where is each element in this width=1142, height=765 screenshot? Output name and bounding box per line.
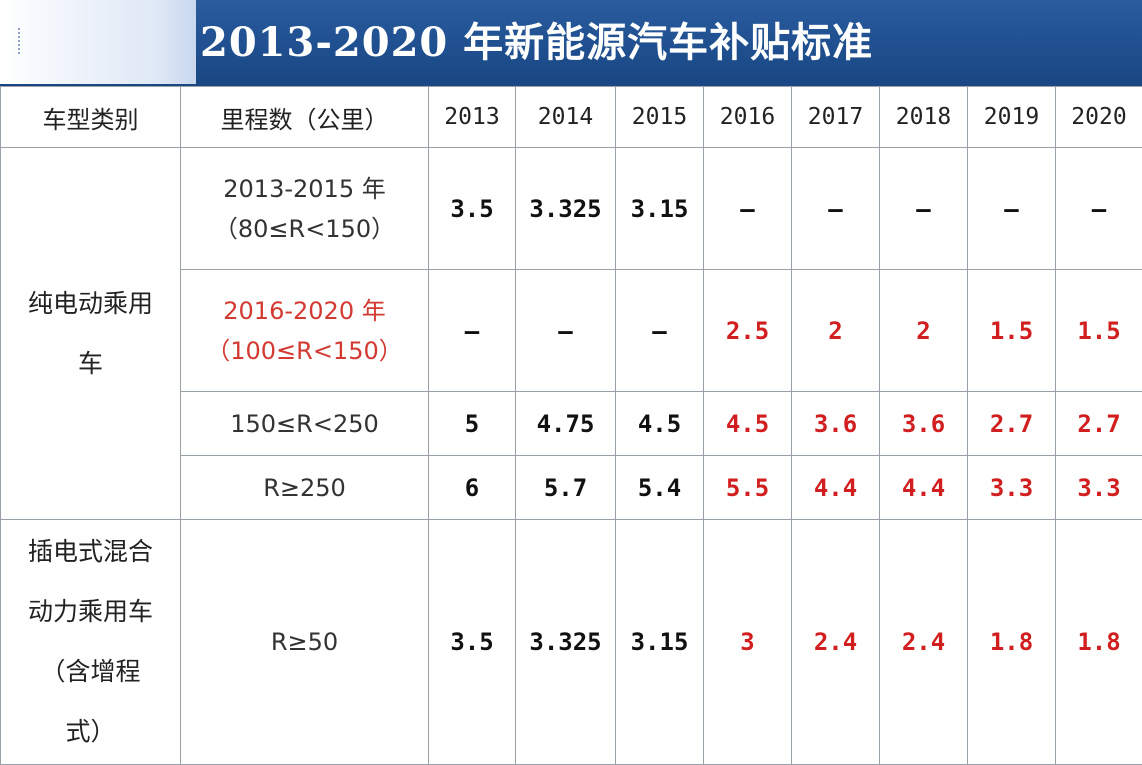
vehicle-type-label: 式） bbox=[7, 702, 174, 762]
subsidy-value: 3.15 bbox=[616, 520, 704, 765]
subsidy-value: 4.75 bbox=[516, 392, 616, 456]
subsidy-value: 1.8 bbox=[968, 520, 1056, 765]
subsidy-value: 3.325 bbox=[516, 520, 616, 765]
subsidy-value: 3.325 bbox=[516, 148, 616, 270]
subsidy-value: 5 bbox=[429, 392, 516, 456]
header-vehicle-type: 车型类别 bbox=[1, 87, 181, 148]
subsidy-value: 5.4 bbox=[616, 456, 704, 520]
header-year: 2016 bbox=[704, 87, 792, 148]
table-row: 纯电动乘用 车 2013-2015 年 （80≤R<150） 3.5 3.325… bbox=[1, 148, 1142, 270]
subsidy-value: 2 bbox=[792, 270, 880, 392]
subsidy-value: 2.7 bbox=[968, 392, 1056, 456]
subsidy-value: 3 bbox=[704, 520, 792, 765]
banner-left-gradient bbox=[0, 0, 196, 84]
banner-dotted-mark bbox=[18, 28, 24, 54]
subsidy-value: 2.4 bbox=[880, 520, 968, 765]
range-label: （80≤R<150） bbox=[181, 209, 428, 249]
range-label: （100≤R<150） bbox=[181, 331, 428, 371]
vehicle-type-label: 车 bbox=[7, 334, 174, 394]
subsidy-value: 3.5 bbox=[429, 520, 516, 765]
subsidy-value: — bbox=[516, 270, 616, 392]
subsidy-value: 3.6 bbox=[880, 392, 968, 456]
header-year: 2013 bbox=[429, 87, 516, 148]
vehicle-type-phev: 插电式混合 动力乘用车 （含增程 式） bbox=[1, 520, 181, 765]
range-label: 2013-2015 年 bbox=[181, 169, 428, 209]
page-title: 2013-2020 年新能源汽车补贴标准 bbox=[200, 10, 873, 76]
subsidy-value: 1.5 bbox=[1056, 270, 1142, 392]
range-cell: 2013-2015 年 （80≤R<150） bbox=[181, 148, 429, 270]
subsidy-value: 2 bbox=[880, 270, 968, 392]
header-year: 2015 bbox=[616, 87, 704, 148]
subsidy-value: — bbox=[704, 148, 792, 270]
vehicle-type-label: 动力乘用车 bbox=[7, 582, 174, 642]
header-year: 2019 bbox=[968, 87, 1056, 148]
subsidy-value: 3.3 bbox=[1056, 456, 1142, 520]
vehicle-type-label: 插电式混合 bbox=[7, 522, 174, 582]
table-row: 插电式混合 动力乘用车 （含增程 式） R≥50 3.5 3.325 3.15 … bbox=[1, 520, 1142, 765]
subsidy-value: — bbox=[616, 270, 704, 392]
subsidy-value: 3.5 bbox=[429, 148, 516, 270]
subsidy-value: 2.5 bbox=[704, 270, 792, 392]
header-range: 里程数（公里） bbox=[181, 87, 429, 148]
subsidy-value: — bbox=[792, 148, 880, 270]
subsidy-value: 2.7 bbox=[1056, 392, 1142, 456]
vehicle-type-label: 纯电动乘用 bbox=[7, 274, 174, 334]
header-row: 车型类别 里程数（公里） 2013 2014 2015 2016 2017 20… bbox=[1, 87, 1142, 148]
subsidy-value: 5.5 bbox=[704, 456, 792, 520]
subsidy-value: 1.5 bbox=[968, 270, 1056, 392]
subsidy-value: 3.15 bbox=[616, 148, 704, 270]
vehicle-type-bev: 纯电动乘用 车 bbox=[1, 148, 181, 520]
subsidy-value: 5.7 bbox=[516, 456, 616, 520]
range-cell: 150≤R<250 bbox=[181, 392, 429, 456]
range-label: 2016-2020 年 bbox=[181, 291, 428, 331]
subsidy-value: — bbox=[880, 148, 968, 270]
range-cell: 2016-2020 年 （100≤R<150） bbox=[181, 270, 429, 392]
subsidy-value: — bbox=[1056, 148, 1142, 270]
subsidy-value: 4.5 bbox=[616, 392, 704, 456]
subsidy-table: 车型类别 里程数（公里） 2013 2014 2015 2016 2017 20… bbox=[0, 86, 1142, 765]
header-year: 2020 bbox=[1056, 87, 1142, 148]
subsidy-value: 2.4 bbox=[792, 520, 880, 765]
subsidy-value: 4.4 bbox=[792, 456, 880, 520]
range-cell: R≥50 bbox=[181, 520, 429, 765]
subsidy-value: 4.4 bbox=[880, 456, 968, 520]
header-year: 2017 bbox=[792, 87, 880, 148]
subsidy-value: 3.6 bbox=[792, 392, 880, 456]
header-year: 2018 bbox=[880, 87, 968, 148]
subsidy-value: — bbox=[429, 270, 516, 392]
subsidy-value: 1.8 bbox=[1056, 520, 1142, 765]
subsidy-value: — bbox=[968, 148, 1056, 270]
subsidy-value: 4.5 bbox=[704, 392, 792, 456]
subsidy-value: 6 bbox=[429, 456, 516, 520]
header-year: 2014 bbox=[516, 87, 616, 148]
subsidy-value: 3.3 bbox=[968, 456, 1056, 520]
title-banner: 2013-2020 年新能源汽车补贴标准 bbox=[0, 0, 1142, 88]
vehicle-type-label: （含增程 bbox=[7, 642, 174, 702]
range-cell: R≥250 bbox=[181, 456, 429, 520]
